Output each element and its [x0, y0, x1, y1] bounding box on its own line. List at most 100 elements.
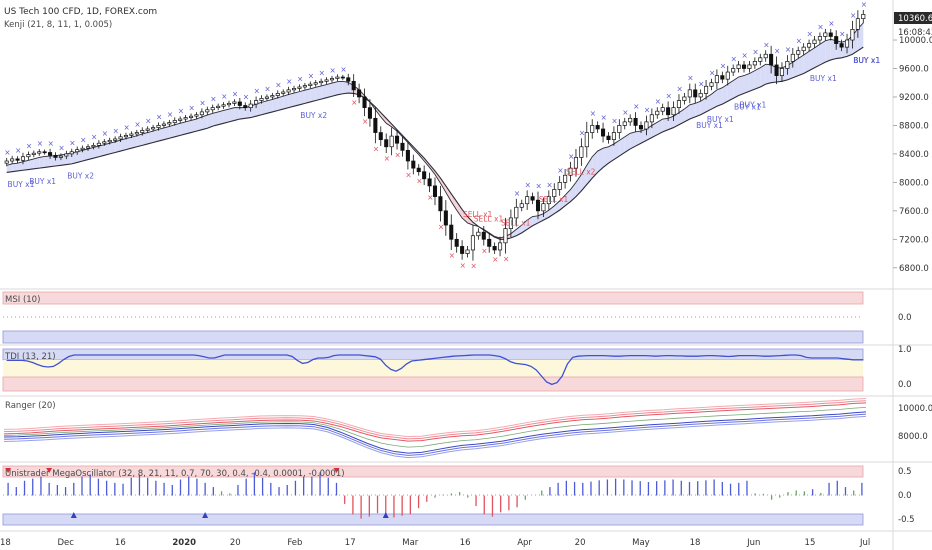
candle — [427, 172, 432, 193]
band-segment — [814, 44, 820, 68]
band-segment — [299, 90, 305, 105]
candle — [42, 149, 47, 155]
candle — [254, 96, 259, 109]
band-segment — [50, 155, 56, 167]
candle-body — [850, 29, 855, 41]
candle-body — [329, 78, 335, 81]
band-segment — [749, 70, 755, 92]
msi-pane[interactable]: MSI (10) 0.0 — [2, 291, 912, 344]
ranger-upper-line — [3, 398, 867, 438]
ranger-tick-high: 10000.0 — [898, 404, 932, 414]
candle-body — [427, 178, 432, 187]
candle — [129, 131, 134, 139]
candle — [308, 81, 313, 89]
candle — [161, 121, 166, 129]
candle-body — [563, 174, 568, 183]
candle-body — [676, 100, 681, 108]
candle — [628, 114, 633, 126]
candle-body — [693, 89, 698, 98]
buy-signal-label: BUY x1 — [734, 102, 761, 111]
band-segment — [125, 137, 132, 150]
candle — [140, 127, 145, 136]
candle-body — [416, 167, 421, 173]
candle — [340, 74, 345, 80]
candle — [232, 99, 237, 107]
star-mark: × — [655, 97, 661, 106]
candle-body — [519, 203, 524, 208]
sell-signal-label: SELL x1 — [474, 214, 504, 223]
time-tick-label: Jun — [746, 538, 760, 548]
candle-body — [134, 132, 139, 135]
candle-body — [454, 238, 459, 247]
star-mark: × — [26, 142, 32, 151]
band-segment — [565, 189, 571, 206]
buy-signal-label: BUY x1 — [853, 56, 880, 65]
star-mark: × — [666, 91, 672, 100]
band-segment — [109, 141, 116, 154]
band-segment — [641, 128, 647, 144]
candle-body — [189, 115, 194, 118]
candle-body — [704, 85, 709, 94]
star-mark: × — [167, 110, 173, 119]
star-mark: × — [644, 106, 650, 115]
price-pane[interactable]: × × × × × × × × × × × × × × × × × × × × × × × × × × × × × × × × × × × × × × × ×… — [4, 0, 880, 271]
candle-body — [367, 107, 372, 119]
ranger-lower-line — [3, 411, 867, 454]
candle — [189, 113, 194, 121]
candle — [64, 150, 69, 160]
ranger-pane[interactable]: Ranger (20) 10000.0 8000.0 — [3, 398, 932, 459]
candle-body — [205, 109, 210, 113]
candle — [351, 74, 356, 97]
candle — [839, 39, 844, 52]
band-segment — [44, 156, 51, 168]
time-tick-label: May — [632, 538, 650, 548]
candle-body — [161, 123, 166, 126]
band-segment — [819, 40, 826, 65]
band-segment — [212, 111, 219, 127]
candle-body — [264, 96, 269, 99]
candle-body — [790, 53, 795, 62]
star-mark: × — [536, 182, 542, 191]
star-mark: × — [503, 255, 509, 264]
ranger-lower-line — [3, 415, 867, 459]
ranger-mid-line — [3, 407, 867, 448]
star-mark: × — [80, 136, 86, 145]
band-segment — [803, 51, 810, 74]
band-segment — [120, 138, 126, 152]
candle — [747, 60, 752, 73]
candle — [31, 150, 36, 158]
candle — [779, 62, 784, 82]
candle — [10, 155, 15, 165]
mega-oscillator-pane[interactable]: Unistrader MegaOscillator (32, 8, 21, 11… — [2, 465, 915, 526]
star-mark: × — [752, 47, 758, 56]
band-segment — [678, 109, 685, 125]
band-segment — [673, 112, 679, 128]
star-mark: × — [145, 116, 151, 125]
candle-body — [243, 105, 248, 108]
star-mark: × — [156, 112, 162, 121]
candle-body — [709, 82, 714, 87]
candle-body — [470, 235, 475, 251]
star-mark: × — [438, 223, 444, 232]
candle-body — [319, 80, 324, 84]
band-segment — [239, 107, 246, 120]
candle — [199, 108, 204, 119]
star-mark: × — [828, 19, 834, 28]
star-mark: × — [15, 146, 21, 155]
candle-body — [438, 196, 443, 212]
candle-body — [221, 104, 226, 107]
band-segment — [33, 157, 40, 169]
band-segment — [304, 88, 311, 104]
tdi-title: TDI (13, 21) — [4, 352, 56, 362]
candle-body — [617, 125, 622, 133]
band-segment — [435, 170, 441, 184]
buy-marker — [70, 512, 77, 518]
price-tick-label: 8800.0 — [899, 121, 929, 131]
symbol-title: US Tech 100 CFD, 1D, FOREX.com — [4, 7, 157, 17]
band-segment — [153, 129, 159, 143]
candle — [400, 136, 405, 157]
tdi-tick-low: 0.0 — [898, 380, 912, 390]
tdi-pane[interactable]: TDI (13, 21) 1.0 0.0 — [2, 345, 912, 392]
band-segment — [651, 122, 658, 138]
